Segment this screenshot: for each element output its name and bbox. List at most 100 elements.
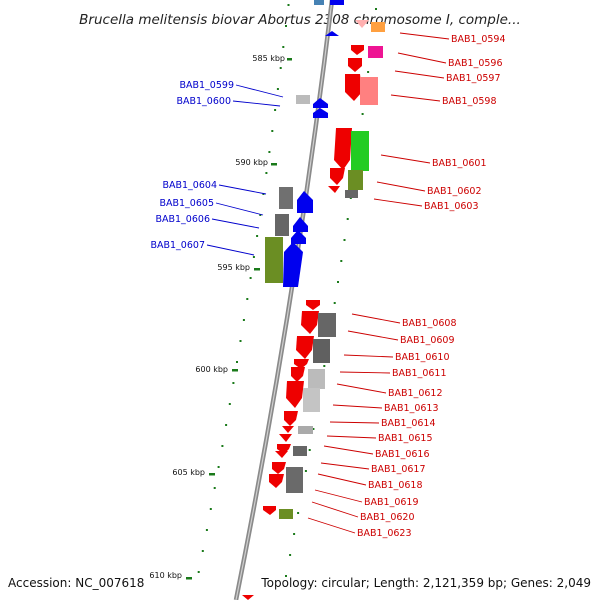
gene-bar[interactable]: [314, 0, 324, 5]
gene-arrow-0618[interactable]: [275, 451, 288, 458]
gene-arrow-0620[interactable]: [269, 474, 284, 488]
scale-dot: [276, 88, 279, 90]
cog-bar[interactable]: [371, 22, 385, 32]
cog-bar[interactable]: [368, 46, 383, 58]
gene-label-0610[interactable]: BAB1_0610: [395, 352, 450, 363]
gene-arrow-0613[interactable]: [286, 381, 304, 408]
cog-bar[interactable]: [265, 237, 283, 283]
cog-bar[interactable]: [279, 509, 293, 519]
scale-label-595: 595 kbp: [217, 263, 250, 272]
scale-labels: 585 kbp 590 kbp 595 kbp 600 kbp 605 kbp …: [149, 54, 292, 580]
cog-bar[interactable]: [351, 131, 369, 171]
scale-dot: [217, 466, 220, 468]
gene-label-0620[interactable]: BAB1_0620: [360, 512, 415, 523]
gene-arrow[interactable]: [242, 595, 254, 600]
cog-bar[interactable]: [293, 446, 307, 456]
gene-label-0614[interactable]: BAB1_0614: [381, 418, 436, 429]
gene-label-0597[interactable]: BAB1_0597: [446, 73, 501, 84]
gene-label-0608[interactable]: BAB1_0608: [402, 318, 457, 329]
gene-label-0603[interactable]: BAB1_0603: [424, 201, 479, 212]
gene-arrow-0614[interactable]: [284, 411, 298, 426]
cog-bar[interactable]: [308, 369, 325, 389]
gene-label-0616[interactable]: BAB1_0616: [375, 449, 430, 460]
gene-arrow-0597[interactable]: [348, 58, 362, 72]
scale-dot: [239, 340, 242, 342]
gene-label-0594[interactable]: BAB1_0594: [451, 34, 506, 45]
cog-bar[interactable]: [345, 190, 358, 198]
scale-dot: [337, 281, 339, 283]
gene-arrow-0606[interactable]: [291, 230, 306, 244]
cog-bar[interactable]: [298, 426, 313, 434]
gene-label-0607[interactable]: BAB1_0607: [150, 240, 205, 251]
scale-dot: [209, 508, 212, 510]
gene-label-0623[interactable]: BAB1_0623: [357, 528, 412, 539]
gene-arrow-0615[interactable]: [282, 426, 294, 433]
gene-arrow-0605[interactable]: [293, 217, 308, 232]
gene-arrow-0600[interactable]: [313, 108, 328, 118]
reverse-label-leaders: [307, 32, 450, 534]
scale-dot: [262, 193, 265, 195]
gene-label-0613[interactable]: BAB1_0613: [384, 403, 439, 414]
scale-dot: [285, 575, 287, 577]
gene-arrow-0599[interactable]: [313, 98, 328, 108]
cog-bar[interactable]: [303, 388, 320, 412]
gene-label-0599[interactable]: BAB1_0599: [179, 80, 234, 91]
gene-arrow-0608[interactable]: [306, 300, 320, 310]
gene-label-0606[interactable]: BAB1_0606: [155, 214, 210, 225]
scale-dot: [343, 239, 346, 241]
gene-label-0600[interactable]: BAB1_0600: [176, 96, 231, 107]
gene-arrow-0619[interactable]: [272, 462, 286, 474]
cog-bar[interactable]: [286, 467, 303, 493]
gene-label-0615[interactable]: BAB1_0615: [378, 433, 433, 444]
scale-dot: [256, 235, 259, 237]
gene-label-0605[interactable]: BAB1_0605: [159, 198, 214, 209]
gene-arrow-0607[interactable]: [283, 242, 303, 287]
scale-dot: [312, 428, 315, 430]
gene-label-0604[interactable]: BAB1_0604: [162, 180, 217, 191]
gene-arrow-0598[interactable]: [345, 74, 362, 101]
gene-label-0601[interactable]: BAB1_0601: [432, 158, 487, 169]
scale-dot: [221, 445, 224, 447]
gene-arrow-0616[interactable]: [279, 434, 292, 442]
scale-dot: [201, 550, 204, 552]
scale-dot: [205, 529, 208, 531]
cog-bar[interactable]: [318, 313, 336, 337]
gene-arrow-0596[interactable]: [351, 45, 364, 55]
gene-arrow-0601[interactable]: [334, 128, 352, 170]
scale-dot: [225, 424, 228, 426]
gene-label-0611[interactable]: BAB1_0611: [392, 368, 447, 379]
gene-label-0602[interactable]: BAB1_0602: [427, 186, 482, 197]
cog-bar[interactable]: [313, 339, 330, 363]
gene-arrow-0603[interactable]: [328, 186, 340, 193]
gene-label-0609[interactable]: BAB1_0609: [400, 335, 455, 346]
scale-label-605: 605 kbp: [172, 468, 205, 477]
gene-arrow-0623[interactable]: [263, 506, 276, 515]
gene-arrow[interactable]: [325, 31, 339, 36]
cog-bar[interactable]: [360, 77, 378, 105]
scale-label-600: 600 kbp: [195, 365, 228, 374]
cog-bar[interactable]: [275, 214, 289, 236]
gene-label-0617[interactable]: BAB1_0617: [371, 464, 426, 475]
cog-bar[interactable]: [279, 187, 293, 209]
gene-arrow-0594[interactable]: [355, 20, 369, 28]
gene-label-0619[interactable]: BAB1_0619: [364, 497, 419, 508]
cog-bar[interactable]: [296, 95, 310, 104]
gene-label-0596[interactable]: BAB1_0596: [448, 58, 503, 69]
scale-dot: [367, 71, 370, 73]
scale-dot: [293, 533, 296, 535]
gene-label-0598[interactable]: BAB1_0598: [442, 96, 497, 107]
scale-dot: [232, 382, 235, 384]
gene-arrow-0609[interactable]: [301, 311, 319, 334]
scale-ruler: [197, 4, 290, 573]
gene-arrow-0611[interactable]: [294, 359, 309, 369]
cog-bar[interactable]: [348, 170, 363, 190]
gene-arrow-0604[interactable]: [297, 191, 313, 213]
gene-label-0612[interactable]: BAB1_0612: [388, 388, 443, 399]
gene-arrow-0612[interactable]: [291, 367, 305, 382]
gene-bar[interactable]: [330, 0, 344, 5]
gene-label-0618[interactable]: BAB1_0618: [368, 480, 423, 491]
scale-dot: [236, 361, 238, 363]
scale-label-590: 590 kbp: [235, 158, 268, 167]
gene-arrow-0610[interactable]: [296, 336, 314, 359]
gene-arrow-0602[interactable]: [330, 168, 345, 185]
